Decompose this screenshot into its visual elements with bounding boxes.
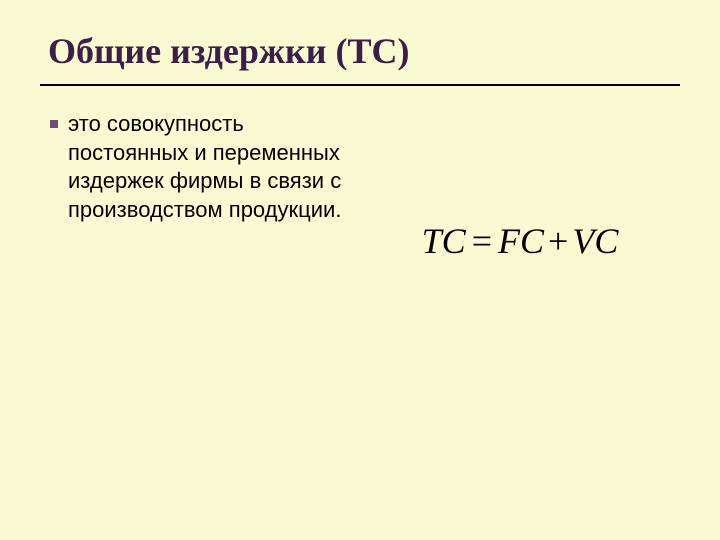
slide-title: Общие издержки (ТС) xyxy=(40,30,680,72)
formula-lhs: TC xyxy=(422,221,466,261)
content-row: это совокупность постоянных и переменных… xyxy=(40,110,680,262)
formula-area: TC=FC+VC xyxy=(360,110,680,262)
slide-container: Общие издержки (ТС) это совокупность пос… xyxy=(0,0,720,540)
body-text: это совокупность постоянных и переменных… xyxy=(68,110,360,224)
formula-equals: = xyxy=(472,221,492,261)
title-area: Общие издержки (ТС) xyxy=(40,30,680,72)
title-divider xyxy=(40,84,680,86)
formula-equation: TC=FC+VC xyxy=(422,220,619,262)
body-text-wrapper: это совокупность постоянных и переменных… xyxy=(40,110,360,224)
formula-rhs2: VC xyxy=(572,221,618,261)
bullet-icon xyxy=(50,120,58,128)
formula-rhs1: FC xyxy=(498,221,544,261)
formula-plus: + xyxy=(548,221,568,261)
